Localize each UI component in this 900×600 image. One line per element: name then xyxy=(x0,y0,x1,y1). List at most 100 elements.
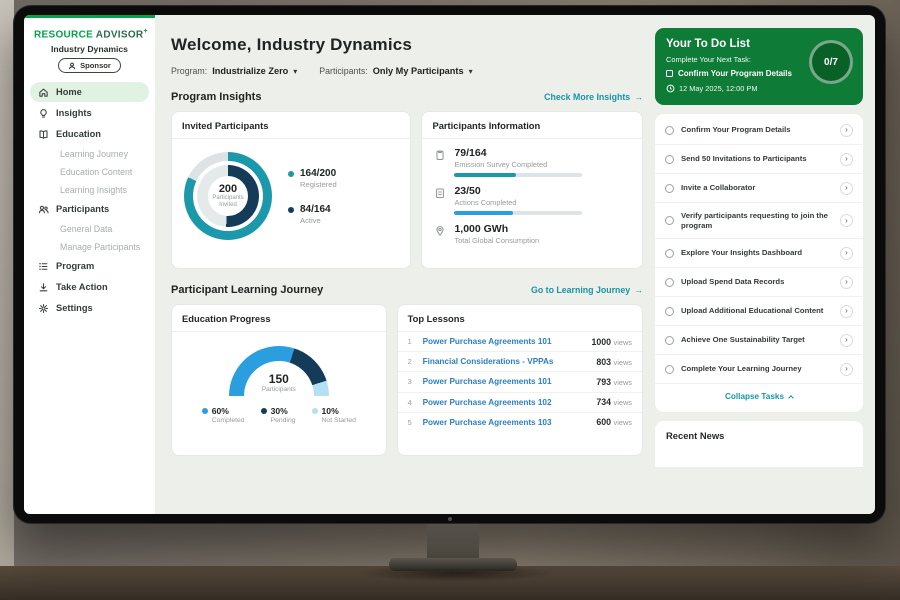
lesson-row[interactable]: 2 Financial Considerations - VPPAs 803 v… xyxy=(397,352,642,373)
chevron-right-icon[interactable]: › xyxy=(840,246,853,260)
recent-news-title: Recent News xyxy=(666,430,725,441)
lesson-views-unit: views xyxy=(613,357,632,367)
card-title: Participants Information xyxy=(422,112,642,139)
lesson-rank: 3 xyxy=(407,377,412,387)
task-row-confirm-program[interactable]: Confirm Your Program Details › xyxy=(655,116,863,145)
chevron-glyph: › xyxy=(845,215,848,225)
checkbox-icon[interactable] xyxy=(665,364,674,374)
chevron-right-icon[interactable]: › xyxy=(840,152,853,166)
check-more-insights-link[interactable]: Check More Insights → xyxy=(544,92,643,102)
lesson-row[interactable]: 3 Power Purchase Agreements 101 793 view… xyxy=(397,372,642,393)
task-row-achieve-target[interactable]: Achieve One Sustainability Target › xyxy=(655,326,863,355)
todo-task-list: Confirm Your Program Details › Send 50 I… xyxy=(655,114,863,412)
sponsor-badge-label: Sponsor xyxy=(80,61,111,71)
go-to-learning-journey-link[interactable]: Go to Learning Journey → xyxy=(531,285,643,295)
lesson-row[interactable]: 1 Power Purchase Agreements 101 1000 vie… xyxy=(397,332,642,353)
arrow-right-icon: → xyxy=(634,285,643,295)
task-label: Confirm Your Program Details xyxy=(681,125,791,134)
task-row-explore-insights[interactable]: Explore Your Insights Dashboard › xyxy=(655,239,863,268)
task-label: Explore Your Insights Dashboard xyxy=(681,248,803,257)
task-row-upload-spend-data[interactable]: Upload Spend Data Records › xyxy=(655,268,863,297)
sidebar-item-learning-journey[interactable]: Learning Journey xyxy=(30,145,149,162)
sidebar-item-take-action[interactable]: Take Action xyxy=(30,277,149,297)
monitor-stand-neck xyxy=(427,520,479,564)
lesson-row[interactable]: 5 Power Purchase Agreements 103 600 view… xyxy=(398,413,642,432)
participants-filter[interactable]: Participants: Only My Participants ▾ xyxy=(319,66,472,76)
invited-participants-donut: 200 Participants Invited xyxy=(184,152,272,240)
gauge-legend: 60% Completed 30% Pending 10% Not Starte… xyxy=(172,406,386,424)
sponsor-badge[interactable]: Sponsor xyxy=(58,58,121,74)
todo-summary-card: Your To Do List Complete Your Next Task:… xyxy=(655,28,863,105)
lesson-views-unit: views xyxy=(613,398,632,408)
chevron-right-icon[interactable]: › xyxy=(840,275,853,289)
checkbox-icon[interactable] xyxy=(665,306,674,316)
program-filter[interactable]: Program: Industrialize Zero ▾ xyxy=(171,66,297,76)
monitor-stand-base xyxy=(389,558,517,571)
chevron-right-icon[interactable]: › xyxy=(840,333,853,347)
sidebar-item-label: Insights xyxy=(56,108,92,119)
sidebar-item-manage-participants[interactable]: Manage Participants xyxy=(30,238,149,255)
invited-participants-card: Invited Participants 200 Participants In… xyxy=(171,111,412,269)
task-label: Complete Your Learning Journey xyxy=(681,364,802,373)
chevron-glyph: › xyxy=(845,154,848,163)
legend-value: 10% xyxy=(321,406,339,416)
checkbox-icon[interactable] xyxy=(665,277,674,287)
legend-dot xyxy=(201,408,208,414)
task-label: Send 50 Invitations to Participants xyxy=(681,154,807,163)
lesson-views: 803 xyxy=(596,356,612,367)
lesson-title: Power Purchase Agreements 102 xyxy=(422,397,552,407)
lesson-views: 734 xyxy=(596,397,612,408)
sidebar: RESOURCE ADVISOR+ Industry Dynamics Spon… xyxy=(24,15,155,514)
dashboard-screen: RESOURCE ADVISOR+ Industry Dynamics Spon… xyxy=(24,15,875,514)
collapse-tasks-link[interactable]: Collapse Tasks xyxy=(655,384,863,410)
task-row-send-invitations[interactable]: Send 50 Invitations to Participants › xyxy=(655,145,863,174)
task-row-complete-learning-journey[interactable]: Complete Your Learning Journey › xyxy=(655,355,863,384)
participants-filter-value: Only My Participants xyxy=(372,66,464,76)
checkbox-icon[interactable] xyxy=(665,154,674,164)
chevron-right-icon[interactable]: › xyxy=(840,214,853,227)
sidebar-item-home[interactable]: Home xyxy=(30,82,149,103)
sidebar-item-label: Home xyxy=(56,87,82,98)
sidebar-item-participants[interactable]: Participants xyxy=(30,199,149,219)
sidebar-item-general-data[interactable]: General Data xyxy=(30,220,149,237)
checkbox-icon[interactable] xyxy=(665,335,674,345)
chevron-right-icon[interactable]: › xyxy=(840,181,853,195)
stat-value: 1,000 GWh xyxy=(454,223,509,235)
todo-progress-value: 0/7 xyxy=(824,56,838,68)
task-row-verify-participants[interactable]: Verify participants requesting to join t… xyxy=(655,203,863,239)
chevron-right-icon[interactable]: › xyxy=(840,123,853,137)
sidebar-item-program[interactable]: Program xyxy=(30,256,149,276)
lesson-row[interactable]: 4 Power Purchase Agreements 102 734 view… xyxy=(397,393,642,413)
legend-value: 30% xyxy=(270,406,288,416)
legend-pending: 30% Pending xyxy=(260,406,296,424)
filters: Program: Industrialize Zero ▾ Participan… xyxy=(171,66,643,76)
chevron-right-icon[interactable]: › xyxy=(840,304,853,318)
legend-label: Pending xyxy=(270,417,296,424)
sidebar-item-insights[interactable]: Insights xyxy=(30,103,149,123)
download-icon xyxy=(39,283,48,292)
todo-progress-ring: 0/7 xyxy=(809,40,853,84)
chevron-right-icon[interactable]: › xyxy=(840,362,853,376)
sidebar-item-education[interactable]: Education xyxy=(30,124,149,144)
task-row-invite-collaborator[interactable]: Invite a Collaborator › xyxy=(655,174,863,203)
monitor-logo xyxy=(447,517,452,521)
checkbox-icon[interactable] xyxy=(665,183,674,193)
lesson-title: Power Purchase Agreements 101 xyxy=(422,377,552,387)
checkbox-icon[interactable] xyxy=(665,216,674,225)
task-row-upload-educational-content[interactable]: Upload Additional Educational Content › xyxy=(655,297,863,326)
sidebar-item-education-content[interactable]: Education Content xyxy=(30,163,149,180)
checkbox-icon[interactable] xyxy=(666,70,673,77)
stat-emission-survey: 79/164 Emission Survey Completed xyxy=(434,147,630,177)
stat-label: Emission Survey Completed xyxy=(454,160,548,169)
sidebar-item-settings[interactable]: Settings xyxy=(30,298,149,318)
stat-global-consumption: 1,000 GWh Total Global Consumption xyxy=(434,223,630,245)
checkbox-icon[interactable] xyxy=(665,125,674,135)
insights-cards-row: Invited Participants 200 Participants In… xyxy=(171,111,643,269)
todo-next-task[interactable]: Confirm Your Program Details xyxy=(666,69,808,78)
sidebar-item-learning-insights[interactable]: Learning Insights xyxy=(30,181,149,198)
chevron-glyph: › xyxy=(845,183,848,192)
window-light-band xyxy=(0,0,14,600)
checkbox-icon[interactable] xyxy=(665,248,674,258)
stat-value: 79/164 xyxy=(454,147,487,159)
lesson-title: Financial Considerations - VPPAs xyxy=(422,357,554,367)
